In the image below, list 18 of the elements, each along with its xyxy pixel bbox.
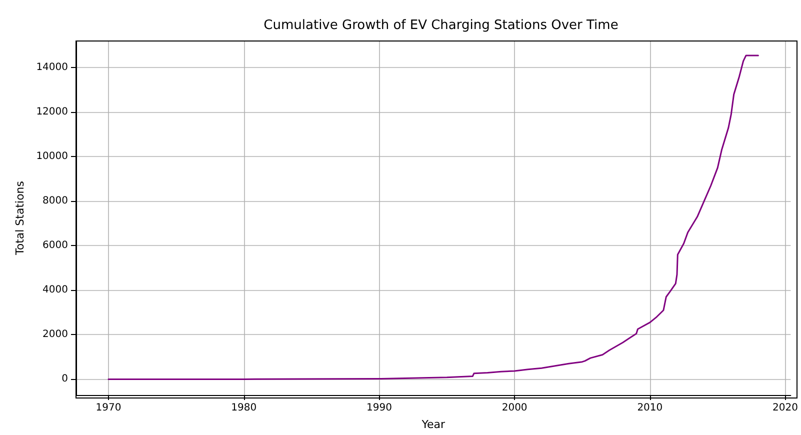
- y-tick-label: 6000: [42, 240, 68, 252]
- y-tick-label: 0: [62, 374, 68, 385]
- x-tick-label: 2010: [637, 402, 663, 414]
- y-tick-label: 14000: [36, 62, 68, 74]
- y-tick-label: 2000: [42, 329, 68, 340]
- line-series: [108, 54, 759, 380]
- x-axis-title: Year: [420, 418, 446, 431]
- chart-title: Cumulative Growth of EV Charging Stations Over Time: [264, 18, 618, 33]
- x-tick-label: 2020: [772, 402, 798, 414]
- x-tick-label: 1980: [231, 402, 257, 414]
- x-tick-label: 1990: [366, 402, 392, 414]
- y-tick-label: 8000: [42, 196, 68, 207]
- x-tick-label: 2000: [502, 402, 528, 414]
- y-axis-title: Total Stations: [13, 180, 26, 256]
- x-tick-label: 1970: [96, 402, 122, 414]
- y-tick-label: 4000: [42, 284, 68, 296]
- y-tick-label: 12000: [36, 106, 68, 118]
- y-tick-label: 10000: [36, 151, 68, 162]
